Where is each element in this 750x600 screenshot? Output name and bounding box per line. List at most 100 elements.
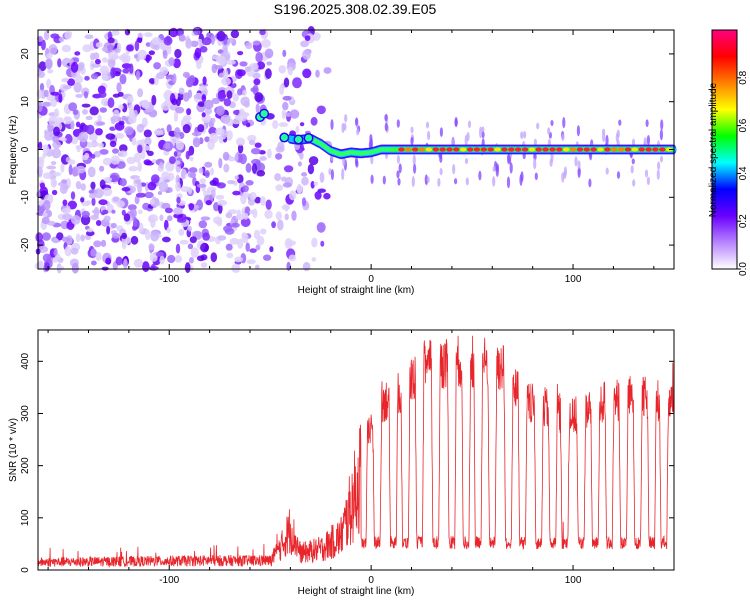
noise-dot <box>78 131 89 143</box>
noise-dot <box>151 263 156 270</box>
noise-dot <box>39 182 46 189</box>
noise-dot <box>251 148 261 155</box>
noise-dot <box>210 189 216 199</box>
noise-dot <box>311 257 317 262</box>
noise-dot <box>64 116 72 125</box>
noise-dot <box>263 254 272 261</box>
noise-dot <box>101 57 108 63</box>
streak-dot <box>382 175 386 185</box>
colorbar-ticks: 0.0 0.2 0.4 0.6 0.8 <box>737 70 749 276</box>
noise-dot <box>164 142 171 149</box>
noise-dot <box>204 170 210 178</box>
noise-dot <box>119 74 127 85</box>
noise-dot <box>119 178 127 187</box>
noise-dot <box>62 77 69 82</box>
noise-dot <box>229 237 239 245</box>
noise-dot <box>232 93 240 102</box>
noise-dot <box>284 213 289 221</box>
noise-dot <box>48 44 58 55</box>
noise-dot <box>175 243 181 254</box>
streak-dot <box>523 131 527 139</box>
spec-xtick-label: -100 <box>159 274 179 285</box>
noise-dot <box>50 91 60 96</box>
noise-dot <box>131 137 137 146</box>
streak-dot <box>645 119 649 128</box>
noise-dot <box>176 196 181 204</box>
streak-dot <box>410 126 414 134</box>
noise-dot <box>110 67 116 78</box>
noise-dot <box>198 167 204 174</box>
noise-dot <box>123 258 128 270</box>
noise-dot <box>211 117 216 124</box>
streak-dot <box>533 157 537 170</box>
streak-dot <box>426 176 430 183</box>
noise-dot <box>130 235 139 245</box>
noise-dot <box>85 115 93 121</box>
noise-dot <box>167 43 172 55</box>
noise-dot <box>70 61 79 73</box>
noise-dot <box>240 217 251 228</box>
noise-dot <box>277 141 285 151</box>
noise-dot <box>234 175 239 180</box>
streak-dot <box>412 154 416 167</box>
track-core <box>494 147 501 152</box>
noise-dot <box>224 228 235 235</box>
noise-dot <box>323 67 332 74</box>
noise-dot <box>187 186 193 195</box>
noise-dot <box>75 93 83 98</box>
noise-dot <box>314 191 322 200</box>
noise-dot <box>151 174 160 184</box>
noise-dot <box>275 153 283 160</box>
noise-dot <box>105 257 112 265</box>
noise-dot <box>172 58 181 69</box>
noise-dot <box>153 62 162 70</box>
noise-dot <box>190 247 199 258</box>
noise-dot <box>95 128 103 136</box>
streak-dot <box>547 127 551 135</box>
noise-dot <box>173 213 184 219</box>
noise-dot <box>70 215 81 225</box>
noise-dot <box>50 161 57 166</box>
track-core <box>405 147 412 152</box>
noise-dot <box>174 48 182 59</box>
streak-dot <box>397 177 401 186</box>
noise-dot <box>236 69 246 77</box>
colorbar-tick-label: 0.6 <box>738 118 749 132</box>
noise-dot <box>158 162 164 169</box>
noise-dot <box>227 37 235 44</box>
track-core <box>460 147 467 152</box>
spec-ytick-label: 10 <box>20 96 31 108</box>
streak-dot <box>370 174 374 184</box>
noise-dot <box>274 173 281 182</box>
noise-dot <box>126 44 134 52</box>
noise-dot <box>138 209 143 215</box>
noise-dot <box>245 42 253 50</box>
track-core <box>645 147 652 152</box>
noise-dot <box>80 197 85 203</box>
colorbar-frame <box>711 29 738 270</box>
noise-dot <box>188 257 194 264</box>
track-core <box>432 147 439 152</box>
streak-dot <box>631 158 635 165</box>
streak-dot <box>341 168 345 181</box>
noise-dot <box>129 208 137 218</box>
noise-dot <box>161 171 170 180</box>
streak-dot <box>602 132 606 143</box>
noise-dot <box>159 214 164 221</box>
noise-dot <box>53 126 60 137</box>
noise-dot <box>71 135 79 145</box>
noise-dot <box>86 230 95 236</box>
noise-dot <box>64 31 72 40</box>
noise-dot <box>53 248 58 256</box>
noise-dot <box>38 141 43 150</box>
noise-dot <box>35 232 43 243</box>
noise-dot <box>83 91 89 99</box>
noise-dot <box>64 133 73 144</box>
noise-dot <box>80 234 85 242</box>
noise-dot <box>70 247 79 255</box>
track-core <box>631 147 638 152</box>
snr-ytick-label: 200 <box>20 457 31 474</box>
streak-dot <box>344 114 348 123</box>
snr-panel: -100 0 100 0 100 200 300 400 Height of straight… <box>8 329 675 597</box>
